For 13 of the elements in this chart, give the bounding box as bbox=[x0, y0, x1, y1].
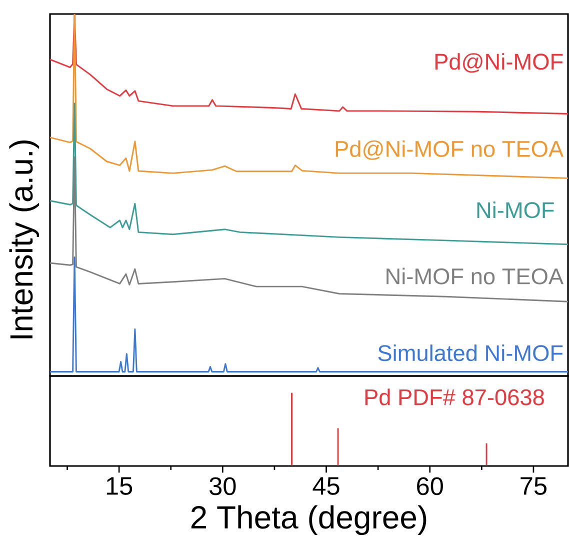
x-tick-label: 45 bbox=[312, 477, 340, 495]
text: Pd PDF# 87-0638 bbox=[365, 388, 544, 406]
x-tick-label: 75 bbox=[520, 477, 546, 495]
series-label: Ni-MOF no TEOA bbox=[386, 268, 564, 284]
x-tick-label: 15 bbox=[106, 477, 132, 495]
series-label: Pd@Ni-MOF bbox=[435, 53, 563, 73]
y-axis-title: Intensity (a.u.) bbox=[9, 140, 40, 338]
x-axis-title: 2 Theta (degree) bbox=[191, 505, 426, 536]
series-label: Simulated Ni-MOF bbox=[378, 344, 563, 362]
series-label: Ni-MOF bbox=[477, 202, 554, 218]
x-tick-label: 30 bbox=[210, 477, 236, 496]
x-tick-label: 60 bbox=[417, 477, 443, 496]
series-label: Pd@Ni-MOF no TEOA bbox=[336, 140, 564, 160]
